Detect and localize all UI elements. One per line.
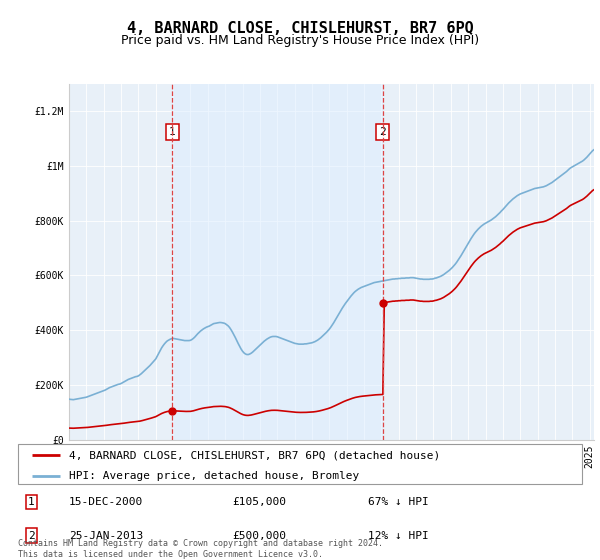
Text: 25-JAN-2013: 25-JAN-2013: [69, 531, 143, 541]
FancyBboxPatch shape: [18, 444, 582, 484]
Bar: [172, 84, 383, 440]
Text: 4, BARNARD CLOSE, CHISLEHURST, BR7 6PQ (detached house): 4, BARNARD CLOSE, CHISLEHURST, BR7 6PQ (…: [69, 450, 440, 460]
Text: 12% ↓ HPI: 12% ↓ HPI: [368, 531, 428, 541]
Text: 1: 1: [169, 127, 176, 137]
Text: Price paid vs. HM Land Registry's House Price Index (HPI): Price paid vs. HM Land Registry's House …: [121, 34, 479, 46]
Text: 2: 2: [28, 531, 35, 541]
Text: 4, BARNARD CLOSE, CHISLEHURST, BR7 6PQ: 4, BARNARD CLOSE, CHISLEHURST, BR7 6PQ: [127, 21, 473, 36]
Text: Contains HM Land Registry data © Crown copyright and database right 2024.
This d: Contains HM Land Registry data © Crown c…: [18, 539, 383, 559]
Text: 15-DEC-2000: 15-DEC-2000: [69, 497, 143, 507]
Text: 1: 1: [28, 497, 35, 507]
Text: 2: 2: [379, 127, 386, 137]
Text: 67% ↓ HPI: 67% ↓ HPI: [368, 497, 428, 507]
Text: £105,000: £105,000: [232, 497, 286, 507]
Text: £500,000: £500,000: [232, 531, 286, 541]
Text: HPI: Average price, detached house, Bromley: HPI: Average price, detached house, Brom…: [69, 470, 359, 480]
